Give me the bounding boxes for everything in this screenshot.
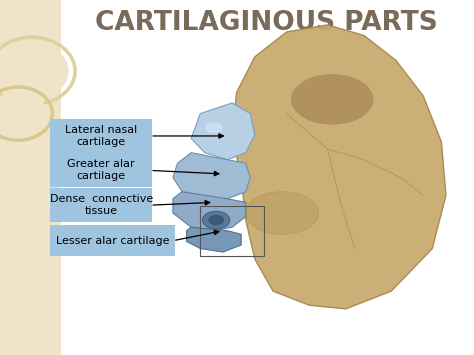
FancyBboxPatch shape [50, 153, 153, 187]
Text: CARTILAGINOUS PARTS: CARTILAGINOUS PARTS [95, 10, 438, 36]
FancyBboxPatch shape [0, 0, 62, 355]
Polygon shape [173, 192, 246, 231]
FancyBboxPatch shape [50, 119, 153, 153]
Ellipse shape [202, 211, 230, 229]
Polygon shape [232, 25, 446, 309]
FancyBboxPatch shape [50, 225, 175, 256]
Text: Greater alar
cartilage: Greater alar cartilage [67, 159, 135, 181]
Text: Lesser alar cartilage: Lesser alar cartilage [56, 235, 169, 246]
Ellipse shape [205, 122, 223, 133]
Polygon shape [187, 227, 241, 252]
Polygon shape [173, 153, 250, 199]
Text: Lateral nasal
cartilage: Lateral nasal cartilage [65, 125, 137, 147]
Circle shape [0, 42, 69, 100]
Polygon shape [191, 103, 255, 160]
Ellipse shape [246, 192, 319, 234]
Ellipse shape [291, 75, 373, 124]
Text: Dense  connective
tissue: Dense connective tissue [50, 194, 153, 216]
FancyBboxPatch shape [50, 188, 153, 222]
Ellipse shape [208, 215, 224, 225]
Circle shape [0, 91, 47, 136]
